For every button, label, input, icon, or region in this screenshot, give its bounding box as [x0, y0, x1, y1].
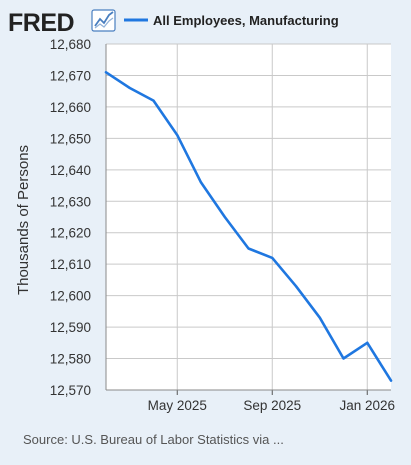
- series-line: [104, 71, 393, 382]
- y-axis-label: Thousands of Persons: [15, 145, 32, 295]
- legend: All Employees, Manufacturing: [124, 13, 339, 28]
- x-tick-labels: May 2025 Sep 2025 Jan 2026: [148, 398, 395, 413]
- fred-logo[interactable]: FRED: [8, 9, 116, 37]
- grid-lines: [106, 43, 391, 391]
- plot-area: [106, 44, 391, 390]
- y-tick-label: 12,580: [50, 352, 91, 367]
- y-tick-label: 12,680: [50, 37, 91, 52]
- y-tick-label: 12,610: [50, 257, 91, 272]
- y-tick-label: 12,650: [50, 131, 91, 146]
- x-tick-label: Jan 2026: [339, 398, 395, 413]
- y-tick-label: 12,570: [50, 383, 91, 398]
- y-tick-label: 12,630: [50, 194, 91, 209]
- x-tick-label: May 2025: [148, 398, 207, 413]
- source-note: Source: U.S. Bureau of Labor Statistics …: [23, 432, 284, 447]
- y-tick-label: 12,600: [50, 289, 91, 304]
- axes: [105, 44, 391, 395]
- fred-graph-icon: [91, 9, 116, 32]
- y-tick-label: 12,620: [50, 226, 91, 241]
- legend-label: All Employees, Manufacturing: [153, 13, 339, 28]
- y-tick-label: 12,670: [50, 68, 91, 83]
- fred-logo-text: FRED: [8, 9, 74, 37]
- y-tick-label: 12,660: [50, 100, 91, 115]
- y-tick-label: 12,590: [50, 320, 91, 335]
- x-tick-label: Sep 2025: [243, 398, 301, 413]
- y-tick-label: 12,640: [50, 163, 91, 178]
- y-tick-labels: 12,570 12,580 12,590 12,600 12,610 12,620 12,6…: [50, 37, 91, 398]
- series: [104, 71, 393, 382]
